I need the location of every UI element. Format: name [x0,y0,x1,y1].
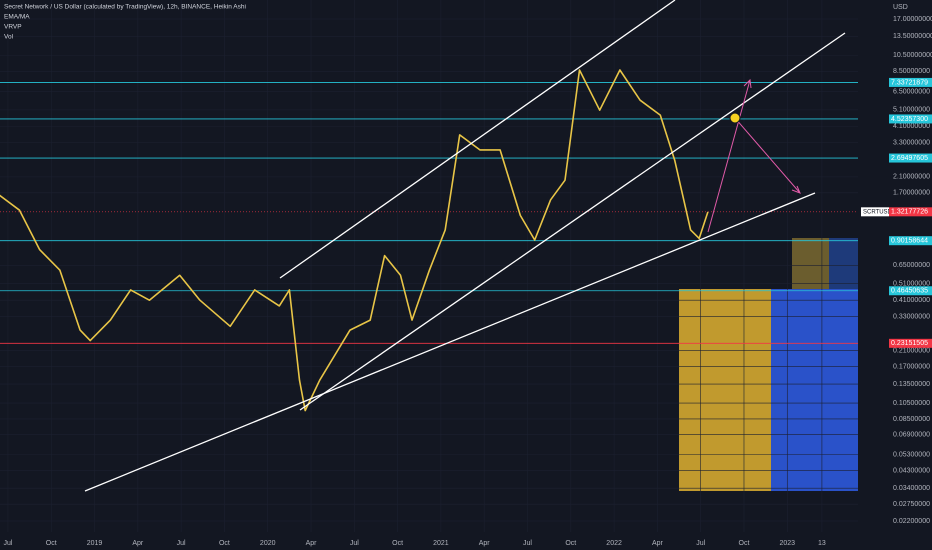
y-tick-label: 0.51000000 [893,281,930,288]
x-tick-label: Jul [350,540,359,547]
level-label: 2.69497605 [891,155,928,162]
y-tick-label: 5.10000000 [893,107,930,114]
y-tick-label: 0.02200000 [893,518,930,525]
axis-label: USD [893,4,908,11]
x-tick-label: Apr [652,540,664,547]
y-tick-label: 0.05300000 [893,451,930,458]
marker [729,112,741,124]
x-tick-label: Jul [523,540,532,547]
indicator[interactable]: VRVP [4,24,22,31]
price-axis [858,0,932,550]
x-tick-label: 2023 [779,540,795,547]
x-tick-label: Jul [696,540,705,547]
indicator[interactable]: EMA/MA [4,14,30,21]
x-tick-label: Oct [46,540,57,547]
y-tick-label: 0.13500000 [893,381,930,388]
y-tick-label: 17.00000000 [893,16,932,23]
y-tick-label: 6.50000000 [893,88,930,95]
x-tick-label: Apr [479,540,491,547]
level-tag [889,77,932,87]
axis: 17.00000000 13.50000000 10.50000000 8.50000… [3,16,932,547]
y-tick-label: 0.10500000 [893,400,930,407]
level-tag [889,338,932,348]
x-tick-label: Oct [739,540,750,547]
chart-title: Secret Network / US Dollar (calculated b… [4,4,246,11]
trendline [299,32,846,411]
y-tick-label: 0.17000000 [893,363,930,370]
y-tick-label: 0.21000000 [893,348,930,355]
price-line [0,69,709,412]
x-tick-label: Apr [306,540,318,547]
level-tag [889,286,932,296]
y-tick-label: 8.50000000 [893,68,930,75]
symbol-label: SCRTUSD [863,209,893,215]
x-tick-label: Apr [132,540,144,547]
x-tick-label: Oct [219,540,230,547]
level-label: 7.33721879 [891,79,928,86]
x-tick-label: Jul [3,540,12,547]
x-tick-label: Oct [565,540,576,547]
level-tag [889,236,932,246]
y-tick-label: 4.10000000 [893,123,930,130]
x-tick-label: 2022 [606,540,622,547]
y-tick-label: 1.70000000 [893,190,930,197]
y-tick-label: 13.50000000 [893,33,932,40]
last-price-tag [889,207,932,217]
x-tick-label: 2020 [260,540,276,547]
indicator[interactable]: Vol [4,34,14,41]
x-tick-label: 2019 [87,540,103,547]
projection-arrow [707,78,801,233]
volume-profile-up [792,238,829,289]
x-tick-label: Oct [392,540,403,547]
x-tick-label: 2021 [433,540,449,547]
level-tag [889,114,932,124]
y-tick-label: 0.08500000 [893,416,930,423]
level-label: 0.90158644 [891,238,928,245]
y-tick-label: 0.33000000 [893,313,930,320]
grid [0,0,858,532]
y-tick-label: 3.30000000 [893,140,930,147]
last-price-label: 1.32177726 [891,209,928,216]
symbol-tag [861,207,889,217]
level-label: 4.52357300 [891,116,928,123]
y-tick-label: 10.50000000 [893,52,932,59]
y-tick-label: 0.65000000 [893,262,930,269]
level-label: 0.46450635 [891,288,928,295]
trendline [84,192,816,492]
plot [0,69,709,412]
y-tick-label: 0.06900000 [893,432,930,439]
y-tick-label: 0.03400000 [893,485,930,492]
volume-profile-up [679,289,771,491]
trendline [279,0,676,279]
y-tick-label: 0.41000000 [893,297,930,304]
y-tick-label: 0.04300000 [893,467,930,474]
levels [0,82,858,344]
x-tick-label: Jul [177,540,186,547]
level-tag [889,153,932,163]
level-label: 0.23151505 [891,340,928,347]
y-tick-label: 0.02750000 [893,501,930,508]
x-tick-label: 13 [818,540,826,547]
y-tick-label: 2.10000000 [893,174,930,181]
